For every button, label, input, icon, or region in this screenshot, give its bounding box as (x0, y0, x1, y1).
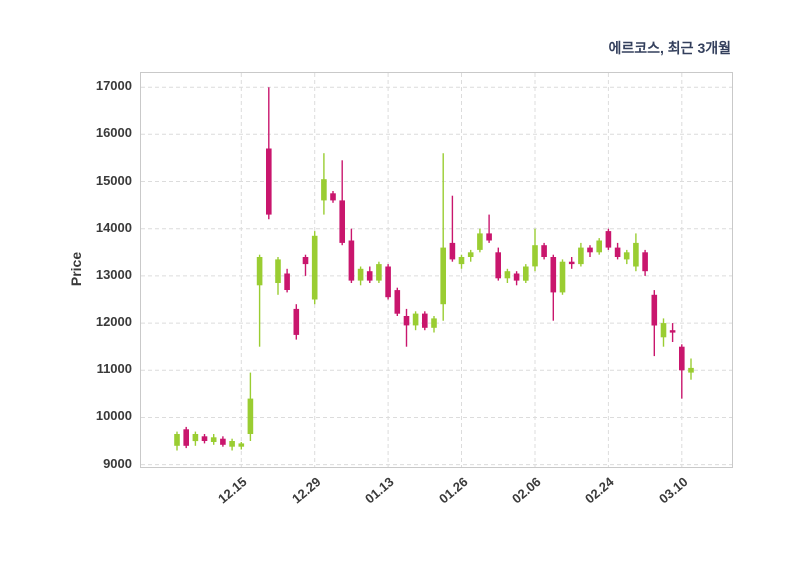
candle (541, 242, 547, 260)
candle (376, 261, 382, 283)
x-tick-label: 01.26 (435, 474, 471, 507)
candle (477, 228, 483, 253)
candle (266, 87, 272, 220)
candle (559, 259, 566, 295)
candle (238, 442, 245, 450)
candle (605, 228, 612, 250)
candle (568, 257, 575, 269)
y-tick-label: 14000 (95, 219, 132, 235)
candle (183, 426, 189, 449)
candle (669, 323, 676, 342)
candle (550, 254, 557, 321)
candle (275, 257, 281, 295)
candle (633, 233, 639, 272)
candle (412, 311, 419, 331)
candle (229, 438, 235, 451)
candle (614, 242, 621, 260)
candle (394, 287, 401, 316)
candle (366, 266, 373, 283)
candle (623, 249, 630, 265)
candle (220, 436, 226, 447)
candle (284, 268, 290, 293)
candle (504, 268, 511, 283)
candle (174, 431, 180, 451)
candle (578, 242, 584, 267)
y-tick-label: 12000 (95, 314, 132, 330)
candle (532, 228, 538, 272)
x-tick-label: 12.15 (215, 474, 250, 507)
y-tick-label: 15000 (95, 172, 132, 188)
candle (431, 316, 437, 333)
candle (256, 254, 263, 347)
candlestick-canvas (141, 73, 732, 467)
candle (449, 195, 456, 262)
candle (247, 372, 254, 441)
candle (311, 231, 318, 305)
candle (192, 431, 199, 446)
candle (210, 434, 217, 445)
candle (330, 191, 336, 203)
candle (523, 264, 529, 283)
candle (596, 238, 602, 255)
candle (385, 264, 391, 300)
candle (495, 247, 501, 281)
y-tick-label: 11000 (96, 361, 132, 377)
candle (467, 249, 474, 262)
candle (688, 358, 694, 380)
candle (321, 153, 327, 215)
y-tick-label: 9000 (103, 455, 132, 471)
y-tick-label: 13000 (95, 266, 132, 282)
candle (440, 153, 446, 321)
candle (587, 245, 593, 257)
candle (513, 271, 520, 286)
x-tick-label: 02.24 (582, 474, 618, 507)
candle (348, 228, 355, 283)
candle (302, 254, 309, 276)
candle (458, 254, 465, 269)
y-tick-label: 16000 (95, 125, 132, 141)
candle (357, 266, 364, 286)
x-tick-label: 01.13 (362, 474, 397, 507)
candle (403, 308, 410, 347)
candle (651, 290, 658, 357)
candle (201, 434, 208, 444)
candle (679, 344, 685, 399)
y-tick-label: 10000 (95, 408, 132, 424)
y-tick-label: 17000 (95, 78, 132, 94)
chart-title: 에르코스, 최근 3개월 (608, 40, 732, 56)
candle (422, 311, 428, 331)
candle (660, 318, 667, 347)
plot-area (140, 72, 733, 468)
candle (486, 214, 492, 243)
candle (642, 249, 648, 276)
x-tick-label: 02.06 (509, 474, 544, 507)
x-tick-label: 03.10 (655, 474, 691, 507)
candle (339, 160, 345, 246)
x-tick-label: 12.29 (288, 474, 324, 507)
candle (293, 304, 300, 340)
